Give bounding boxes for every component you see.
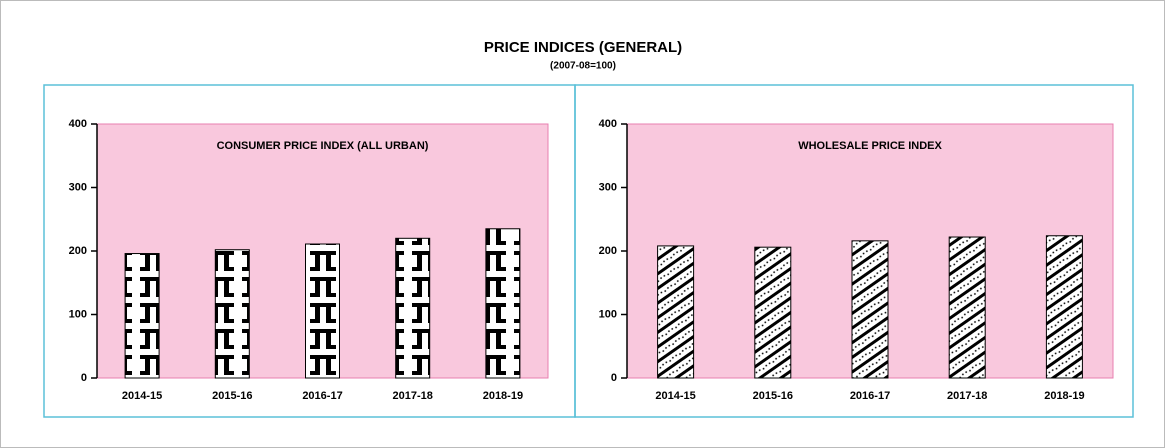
- x-tick-label: 2018-19: [1044, 390, 1084, 402]
- y-tick-label: 300: [599, 181, 617, 193]
- page-subtitle: (2007-08=100): [550, 61, 616, 72]
- x-tick-label: 2017-18: [393, 390, 433, 402]
- y-tick-label: 200: [599, 245, 617, 257]
- x-tick-label: 2014-15: [655, 390, 695, 402]
- x-tick-label: 2014-15: [122, 390, 162, 402]
- x-tick-label: 2017-18: [947, 390, 987, 402]
- y-tick-label: 100: [599, 308, 617, 320]
- x-tick-label: 2016-17: [302, 390, 342, 402]
- bar: [485, 228, 521, 379]
- y-tick-label: 100: [69, 308, 87, 320]
- chart-title: CONSUMER PRICE INDEX (ALL URBAN): [217, 140, 429, 152]
- y-tick-label: 300: [69, 181, 87, 193]
- bar: [395, 237, 431, 379]
- bar: [214, 249, 250, 379]
- bar: [948, 236, 986, 379]
- bar: [754, 246, 792, 379]
- y-tick-label: 0: [611, 372, 617, 384]
- x-tick-label: 2018-19: [483, 390, 523, 402]
- panel-border: [574, 84, 1134, 418]
- bar: [851, 240, 889, 379]
- y-tick-label: 400: [69, 118, 87, 130]
- y-tick-label: 0: [81, 372, 87, 384]
- x-tick-label: 2016-17: [850, 390, 890, 402]
- bar: [1045, 235, 1083, 379]
- page-title: PRICE INDICES (GENERAL): [484, 39, 682, 56]
- bar: [305, 243, 340, 379]
- x-tick-label: 2015-16: [212, 390, 252, 402]
- bar: [124, 253, 160, 379]
- chart-title: WHOLESALE PRICE INDEX: [798, 140, 942, 152]
- y-tick-label: 200: [69, 245, 87, 257]
- y-tick-label: 400: [599, 118, 617, 130]
- x-tick-label: 2015-16: [753, 390, 793, 402]
- bar: [657, 245, 695, 379]
